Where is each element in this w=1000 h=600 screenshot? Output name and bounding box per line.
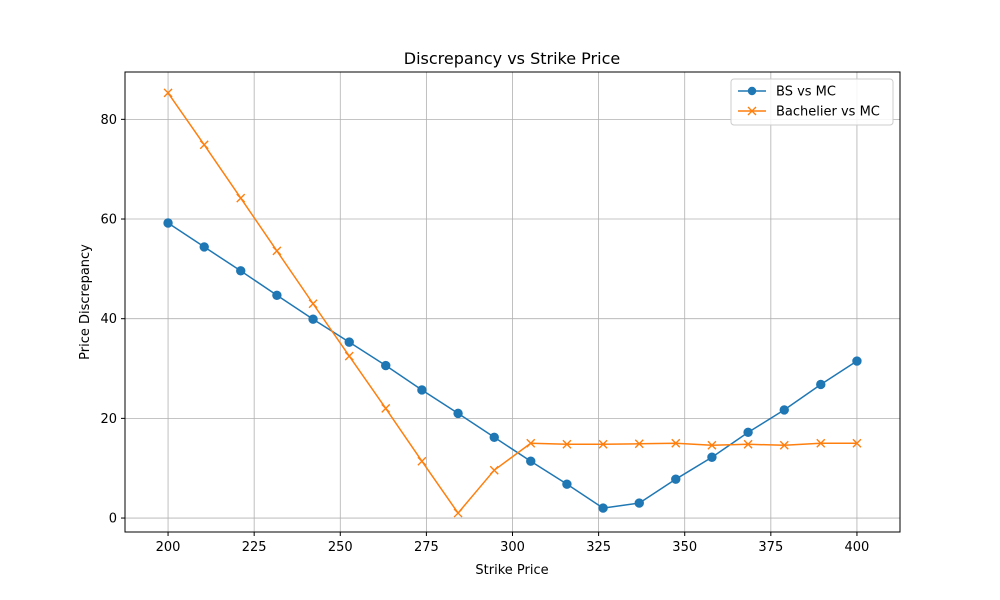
y-axis: 0 20 40 60 80 (100, 113, 125, 527)
data-point (743, 427, 753, 438)
data-point (526, 438, 536, 448)
data-point (852, 438, 862, 448)
data-point (163, 218, 173, 228)
data-point (489, 432, 499, 443)
x-tick-label: 225 (242, 540, 267, 555)
data-point (381, 403, 391, 413)
y-tick-label: 0 (109, 512, 117, 527)
data-point (671, 474, 681, 484)
legend-label: BS vs MC (776, 85, 836, 100)
series-1 (163, 88, 862, 518)
data-point (598, 503, 608, 513)
data-point (816, 379, 826, 390)
data-point (381, 360, 391, 371)
legend-label: Bachelier vs MC (776, 105, 880, 120)
y-axis-label: Price Discrepancy (78, 244, 93, 360)
data-point (417, 456, 427, 466)
data-point (344, 337, 354, 347)
data-point (308, 299, 318, 309)
series-line (167, 222, 858, 509)
data-point (453, 508, 463, 518)
chart-title: Discrepancy vs Strike Price (404, 49, 620, 68)
y-tick-label: 80 (100, 113, 117, 128)
data-point (707, 452, 717, 462)
data-point (163, 88, 173, 98)
y-tick-label: 60 (100, 213, 117, 228)
legend-marker (747, 86, 757, 96)
data-point (634, 498, 644, 508)
legend-box (730, 78, 894, 126)
data-point (562, 479, 572, 489)
data-point (417, 385, 427, 395)
legend-entry: BS vs MC (738, 85, 836, 100)
x-tick-label: 200 (156, 540, 181, 555)
y-tick-label: 20 (100, 412, 117, 427)
data-point (236, 193, 246, 203)
x-axis: 200 225 250 275 300 325 350 375 400 (156, 532, 870, 555)
legend-entry: Bachelier vs MC (738, 105, 880, 120)
data-point (236, 266, 246, 276)
data-point (634, 439, 644, 449)
data-point (816, 438, 826, 448)
y-tick-label: 40 (100, 312, 117, 327)
data-point (598, 439, 608, 449)
data-point (671, 438, 681, 448)
data-point (562, 439, 572, 449)
data-point (779, 405, 789, 415)
data-point (852, 356, 862, 366)
data-point (453, 408, 463, 419)
data-point (272, 290, 282, 300)
series-layer (163, 88, 862, 518)
x-tick-label: 275 (414, 540, 439, 555)
x-axis-label: Strike Price (475, 563, 548, 578)
series-line (167, 92, 857, 514)
data-point (308, 314, 318, 324)
x-tick-label: 400 (845, 540, 870, 555)
legend: BS vs MC Bachelier vs MC (730, 78, 894, 126)
x-tick-label: 350 (672, 540, 697, 555)
series-0 (163, 218, 862, 513)
data-point (344, 351, 354, 361)
data-point (272, 246, 282, 256)
x-tick-label: 300 (500, 540, 525, 555)
data-point (707, 440, 717, 450)
legend-marker (747, 106, 757, 116)
x-tick-label: 325 (586, 540, 611, 555)
data-point (779, 440, 789, 450)
x-tick-label: 375 (758, 540, 783, 555)
data-point (199, 140, 209, 150)
data-point (526, 456, 536, 466)
x-tick-label: 250 (328, 540, 353, 555)
data-point (743, 439, 753, 449)
data-point (489, 465, 499, 475)
data-point (199, 242, 209, 252)
